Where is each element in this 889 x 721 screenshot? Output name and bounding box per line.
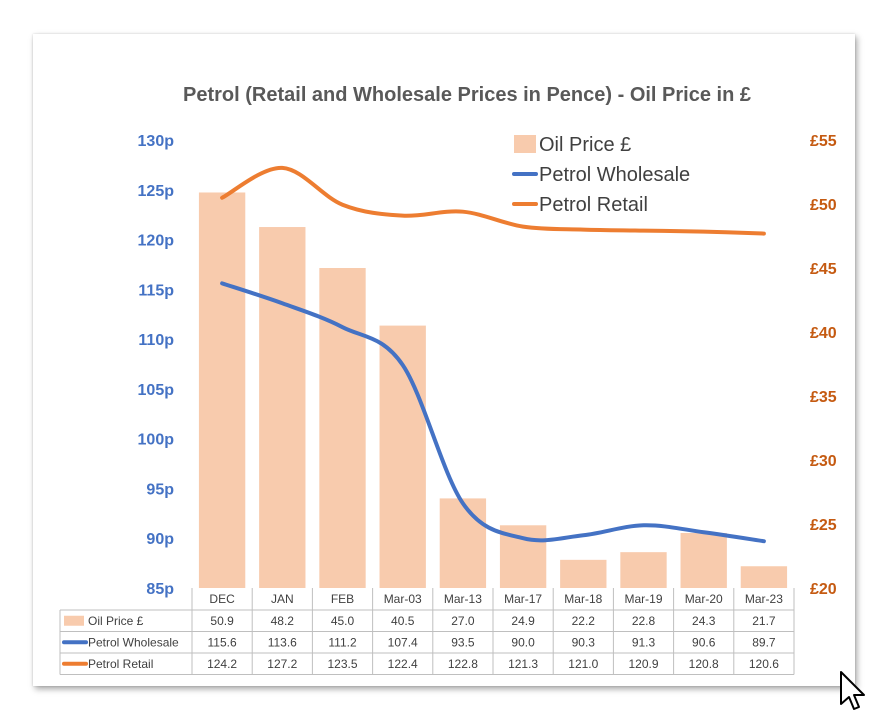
- left-axis-tick: 130p: [138, 133, 175, 150]
- table-cell: 27.0: [451, 614, 475, 628]
- category-label: JAN: [271, 592, 294, 606]
- right-axis: £20 £25 £30 £35 £40 £45 £50 £55: [810, 133, 837, 598]
- category-label: Mar-13: [444, 592, 482, 606]
- table-cell: 115.6: [208, 635, 237, 649]
- table-row: Oil Price £ 50.9 48.2 45.0 40.5 27.0 24.9 22.2 2…: [64, 614, 776, 628]
- right-axis-tick: £45: [810, 261, 837, 278]
- legend-item[interactable]: Petrol Wholesale: [512, 164, 690, 186]
- oil-price-bar: [620, 552, 667, 588]
- oil-price-bar: [740, 566, 788, 588]
- table-cell: 45.0: [331, 614, 355, 628]
- table-cell: 124.2: [207, 657, 237, 671]
- table-cell: 24.3: [692, 614, 716, 628]
- table-cell: 107.4: [388, 635, 418, 649]
- legend-item[interactable]: Petrol Retail: [512, 194, 648, 216]
- petrol-retail-line: [220, 165, 766, 236]
- table-cell: 122.4: [388, 657, 418, 671]
- left-axis-tick: 100p: [138, 432, 175, 449]
- table-cell: 22.8: [632, 614, 656, 628]
- table-cell: 91.3: [632, 635, 656, 649]
- oil-price-bar: [560, 559, 607, 588]
- left-axis-tick: 110p: [138, 332, 174, 349]
- table-cell: 111.2: [328, 635, 357, 649]
- category-label: Mar-18: [564, 592, 602, 606]
- table-cell: 122.8: [448, 657, 478, 671]
- table-cell: 22.2: [572, 614, 596, 628]
- table-row-label: Oil Price £: [88, 614, 144, 628]
- right-axis-tick: £25: [810, 517, 837, 534]
- left-axis-tick: 115p: [138, 282, 174, 299]
- left-axis-tick: 105p: [138, 382, 175, 399]
- left-axis-tick: 120p: [138, 233, 175, 250]
- category-label: Mar-23: [745, 592, 783, 606]
- table-row: Petrol Retail 124.2 127.2 123.5 122.4 122.8 12…: [62, 657, 779, 671]
- oil-price-bar: [379, 325, 426, 588]
- legend-label: Oil Price £: [539, 134, 631, 156]
- table-cell: 90.6: [692, 635, 716, 649]
- mouse-cursor-icon: [840, 671, 865, 710]
- oil-price-bar: [439, 498, 487, 588]
- category-label: DEC: [209, 592, 235, 606]
- table-row: Petrol Wholesale 115.6 113.6 111.2 107.4 93.5…: [62, 635, 776, 649]
- oil-price-bar: [198, 192, 246, 589]
- bars-layer: [198, 192, 788, 589]
- table-cell: 48.2: [271, 614, 295, 628]
- category-label: Mar-19: [624, 592, 662, 606]
- legend-item[interactable]: Oil Price £: [514, 134, 631, 156]
- category-label: Mar-17: [504, 592, 542, 606]
- right-axis-tick: £55: [810, 133, 837, 150]
- right-axis-tick: £50: [810, 197, 837, 214]
- table-cell: 121.3: [508, 657, 538, 671]
- left-axis-tick: 85p: [146, 581, 174, 598]
- right-axis-tick: £30: [810, 453, 837, 470]
- left-axis-tick: 95p: [146, 481, 174, 498]
- data-table: DEC JAN FEB Mar-03 Mar-13 Mar-17 Mar-18 Mar-19 M…: [59, 588, 795, 675]
- table-cell: 40.5: [391, 614, 415, 628]
- table-cell: 50.9: [210, 614, 234, 628]
- table-row-label: Petrol Wholesale: [88, 635, 179, 649]
- table-legend-key: [64, 615, 84, 626]
- table-cell: 90.0: [511, 635, 535, 649]
- table-cell: 93.5: [451, 635, 475, 649]
- table-cell: 21.7: [752, 614, 776, 628]
- table-cell: 121.0: [568, 657, 598, 671]
- table-cell: 120.9: [628, 657, 658, 671]
- oil-price-bar: [319, 268, 366, 588]
- legend[interactable]: Oil Price £ Petrol Wholesale Petrol Retail: [512, 134, 690, 216]
- category-label: Mar-20: [685, 592, 723, 606]
- table-cell: 89.7: [752, 635, 776, 649]
- table-cell: 24.9: [511, 614, 535, 628]
- right-axis-tick: £40: [810, 325, 837, 342]
- table-cell: 90.3: [572, 635, 596, 649]
- table-cell: 127.2: [267, 657, 297, 671]
- chart-title: Petrol (Retail and Wholesale Prices in P…: [183, 84, 751, 106]
- oil-price-bar: [259, 227, 306, 589]
- table-cell: 113.6: [268, 635, 297, 649]
- legend-label: Petrol Retail: [539, 194, 648, 216]
- right-axis-tick: £20: [810, 581, 837, 598]
- legend-label: Petrol Wholesale: [539, 164, 690, 186]
- lines-layer: [220, 165, 766, 544]
- table-cell: 120.6: [749, 657, 779, 671]
- legend-swatch: [514, 135, 536, 153]
- left-axis-tick: 125p: [138, 183, 175, 200]
- right-axis-tick: £35: [810, 389, 837, 406]
- category-label: Mar-03: [384, 592, 422, 606]
- left-axis-tick: 90p: [146, 531, 174, 548]
- category-label: FEB: [331, 592, 354, 606]
- table-row-label: Petrol Retail: [88, 657, 153, 671]
- table-cell: 123.5: [327, 657, 357, 671]
- table-cell: 120.8: [689, 657, 719, 671]
- left-axis: 85p 90p 95p 100p 105p 110p 115p 120p 125p 130p: [138, 133, 175, 598]
- petrol-wholesale-line: [220, 281, 766, 544]
- oil-price-bar: [680, 532, 727, 588]
